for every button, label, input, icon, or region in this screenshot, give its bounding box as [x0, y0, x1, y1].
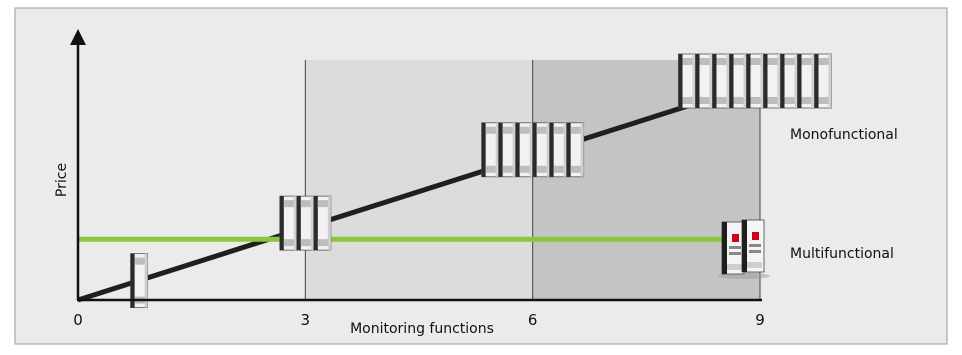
y-axis-label: Price: [54, 163, 70, 197]
relay-module-icon: [296, 195, 315, 251]
x-tick-label: 0: [73, 311, 83, 329]
relay-module-icon: [678, 53, 696, 109]
relay-module-icon: [498, 122, 517, 178]
relay-module-icon: [729, 53, 747, 109]
x-axis-label: Monitoring functions: [350, 321, 494, 337]
device-group-9: [678, 53, 832, 109]
device-group-6: [481, 122, 585, 178]
series-line-monofunctional: [77, 80, 761, 303]
relay-module-icon: [712, 53, 730, 109]
relay-module-icon: [515, 122, 534, 178]
relay-module-icon: [746, 53, 764, 109]
x-tick-label: 3: [301, 311, 311, 329]
relay-module-icon: [763, 53, 781, 109]
relay-module-icon: [797, 53, 815, 109]
series-label-multifunctional: Multifunctional: [790, 246, 894, 262]
relay-module-icon: [481, 122, 500, 178]
relay-module-icon: [814, 53, 832, 109]
series-label-monofunctional: Monofunctional: [790, 127, 898, 143]
relay-module-icon: [532, 122, 551, 178]
relay-module-icon: [566, 122, 585, 178]
relay-module-icon: [695, 53, 713, 109]
relay-module-icon: [549, 122, 568, 178]
x-tick-label: 9: [755, 311, 765, 329]
relay-module-icon: [780, 53, 798, 109]
axes: [70, 29, 762, 302]
shaded-region-1: [305, 60, 533, 300]
relay-module-icon: [313, 195, 332, 251]
relay-module-icon: [279, 195, 298, 251]
multifunction-relay-icon: [718, 219, 770, 279]
y-axis-arrow: [70, 29, 86, 45]
device-group-3: [279, 195, 332, 251]
x-tick-label: 6: [528, 311, 538, 329]
